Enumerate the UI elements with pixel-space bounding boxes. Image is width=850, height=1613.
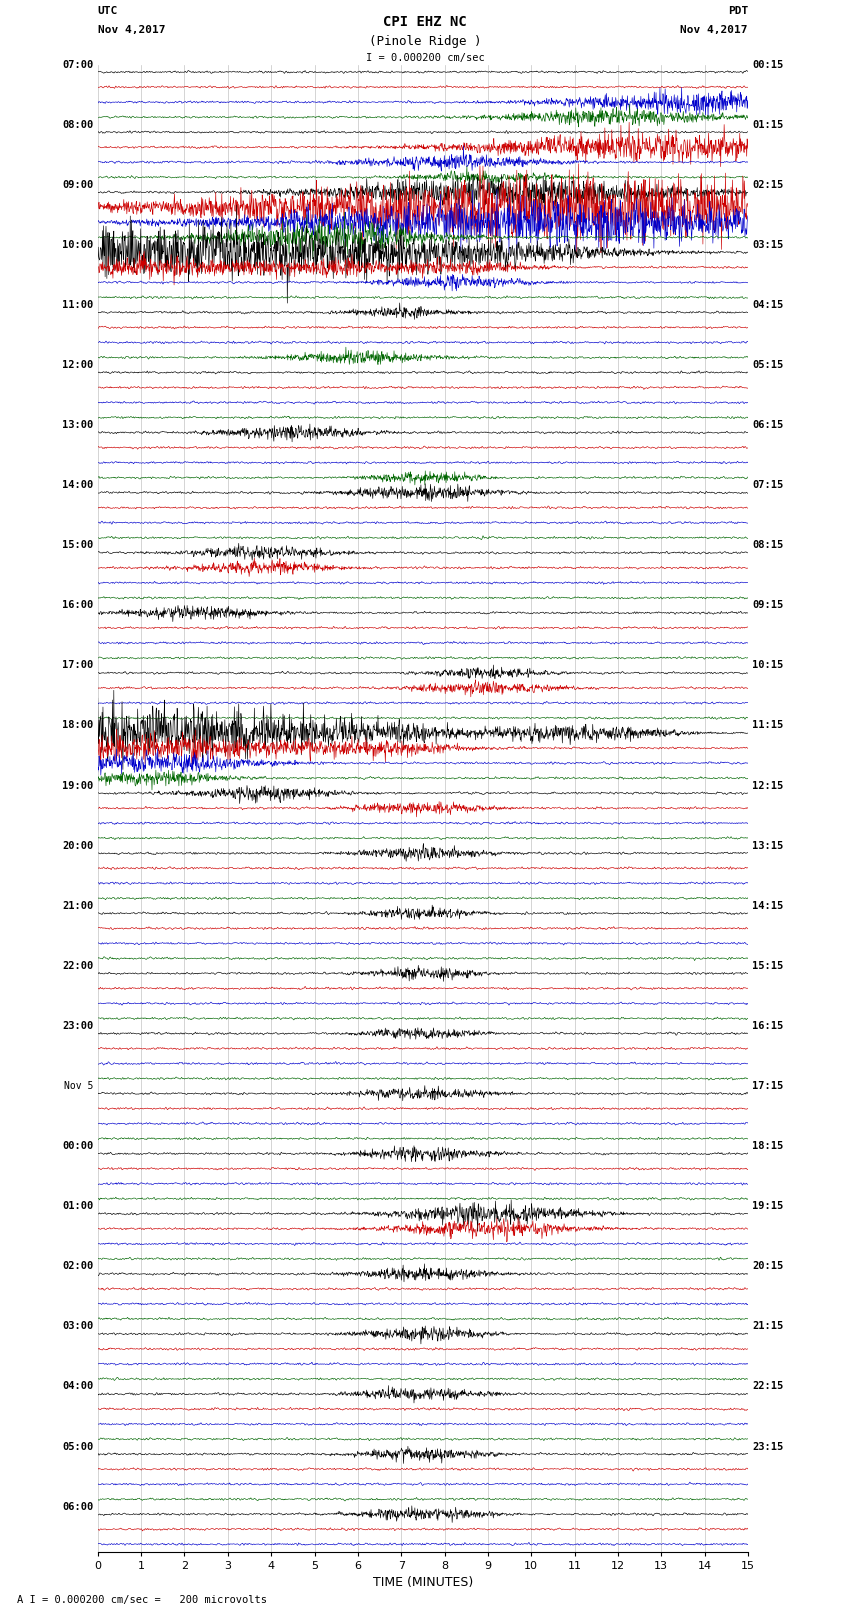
- Text: Nov 5: Nov 5: [64, 1081, 94, 1090]
- Text: 22:00: 22:00: [62, 961, 94, 971]
- Text: 12:15: 12:15: [752, 781, 784, 790]
- Text: 15:15: 15:15: [752, 961, 784, 971]
- Text: 08:00: 08:00: [62, 119, 94, 129]
- Text: 03:15: 03:15: [752, 240, 784, 250]
- Text: 20:00: 20:00: [62, 840, 94, 850]
- Text: 16:00: 16:00: [62, 600, 94, 610]
- Text: 23:15: 23:15: [752, 1442, 784, 1452]
- Text: 13:15: 13:15: [752, 840, 784, 850]
- Text: A I = 0.000200 cm/sec =   200 microvolts: A I = 0.000200 cm/sec = 200 microvolts: [17, 1595, 267, 1605]
- Text: 06:15: 06:15: [752, 419, 784, 431]
- Text: I = 0.000200 cm/sec: I = 0.000200 cm/sec: [366, 53, 484, 63]
- Text: 08:15: 08:15: [752, 540, 784, 550]
- Text: 21:00: 21:00: [62, 900, 94, 911]
- Text: 17:00: 17:00: [62, 660, 94, 671]
- Text: 14:15: 14:15: [752, 900, 784, 911]
- Text: 18:15: 18:15: [752, 1140, 784, 1152]
- Text: 09:00: 09:00: [62, 179, 94, 190]
- Text: 12:00: 12:00: [62, 360, 94, 369]
- Text: 11:15: 11:15: [752, 721, 784, 731]
- Text: Nov 4,2017: Nov 4,2017: [98, 26, 165, 35]
- Text: 19:15: 19:15: [752, 1202, 784, 1211]
- Text: 16:15: 16:15: [752, 1021, 784, 1031]
- Text: 07:15: 07:15: [752, 481, 784, 490]
- Text: 02:15: 02:15: [752, 179, 784, 190]
- Text: Nov 4,2017: Nov 4,2017: [681, 26, 748, 35]
- Text: 20:15: 20:15: [752, 1261, 784, 1271]
- Text: 15:00: 15:00: [62, 540, 94, 550]
- Text: 22:15: 22:15: [752, 1381, 784, 1392]
- Text: CPI EHZ NC: CPI EHZ NC: [383, 15, 467, 29]
- X-axis label: TIME (MINUTES): TIME (MINUTES): [373, 1576, 473, 1589]
- Text: 00:00: 00:00: [62, 1140, 94, 1152]
- Text: 10:00: 10:00: [62, 240, 94, 250]
- Text: 13:00: 13:00: [62, 419, 94, 431]
- Text: 10:15: 10:15: [752, 660, 784, 671]
- Text: (Pinole Ridge ): (Pinole Ridge ): [369, 35, 481, 48]
- Text: 07:00: 07:00: [62, 60, 94, 69]
- Text: PDT: PDT: [728, 6, 748, 16]
- Text: 09:15: 09:15: [752, 600, 784, 610]
- Text: 21:15: 21:15: [752, 1321, 784, 1331]
- Text: 05:00: 05:00: [62, 1442, 94, 1452]
- Text: 17:15: 17:15: [752, 1081, 784, 1090]
- Text: 00:15: 00:15: [752, 60, 784, 69]
- Text: 04:15: 04:15: [752, 300, 784, 310]
- Text: 19:00: 19:00: [62, 781, 94, 790]
- Text: 02:00: 02:00: [62, 1261, 94, 1271]
- Text: 05:15: 05:15: [752, 360, 784, 369]
- Text: 04:00: 04:00: [62, 1381, 94, 1392]
- Text: 23:00: 23:00: [62, 1021, 94, 1031]
- Text: 18:00: 18:00: [62, 721, 94, 731]
- Text: UTC: UTC: [98, 6, 118, 16]
- Text: 01:00: 01:00: [62, 1202, 94, 1211]
- Text: 14:00: 14:00: [62, 481, 94, 490]
- Text: 03:00: 03:00: [62, 1321, 94, 1331]
- Text: 11:00: 11:00: [62, 300, 94, 310]
- Text: 06:00: 06:00: [62, 1502, 94, 1511]
- Text: 01:15: 01:15: [752, 119, 784, 129]
